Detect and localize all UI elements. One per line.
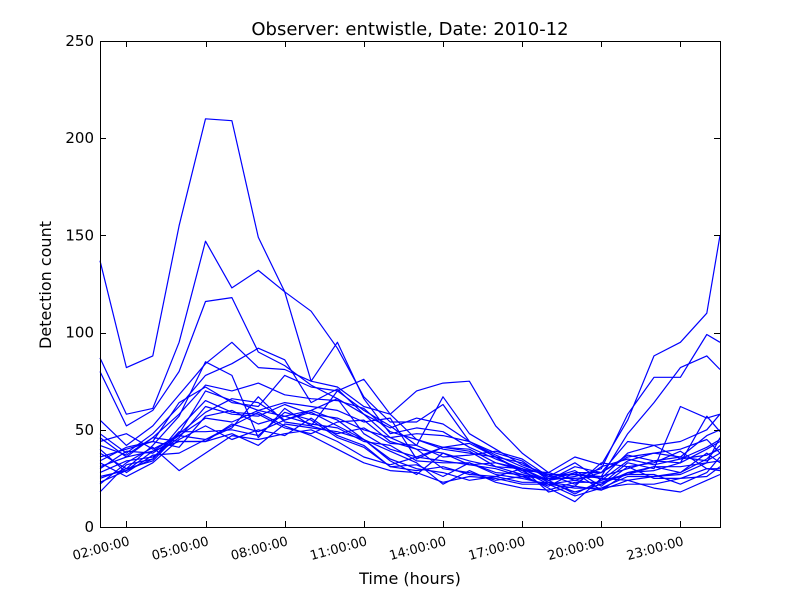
series-line-13 [99,409,721,489]
series-line-9 [99,390,721,479]
x-tick-label: 20:00:00 [546,534,606,564]
x-tick-label: 08:00:00 [229,534,289,564]
y-tick-label: 100 [65,324,94,342]
y-tick-label: 0 [84,518,94,536]
x-tick-label: 14:00:00 [388,534,448,564]
series-line-21 [99,396,721,485]
y-tick-label: 50 [75,421,94,439]
series-line-19 [99,417,720,487]
x-tick-label: 17:00:00 [467,534,527,564]
x-axis-label: Time (hours) [358,569,461,588]
series-line-7 [99,361,721,485]
plot-frame [100,41,721,528]
y-tick-label: 200 [65,129,94,147]
series-line-2 [99,240,721,481]
series-line-4 [99,341,721,481]
chart-title: Observer: entwistle, Date: 2010-12 [251,19,568,40]
series-line-20 [99,400,721,487]
axes-group: 0 50 100 150 200 250 02:00:00 05:00:00 08:00:00 1… [65,32,720,564]
x-tick-label: 05:00:00 [150,534,210,564]
series-line-5 [99,347,721,481]
x-tick-label: 23:00:00 [625,534,685,564]
x-tick-label: 11:00:00 [309,534,369,564]
y-axis-label: Detection count [36,221,55,349]
y-tick-label: 150 [65,226,94,244]
plot-series-group [99,118,721,503]
x-tick-label: 02:00:00 [71,534,131,564]
series-line-14 [99,429,721,495]
y-tick-label: 250 [65,32,94,50]
series-line-3 [99,297,721,478]
series-line-12 [99,398,721,491]
series-line-1 [99,118,721,474]
